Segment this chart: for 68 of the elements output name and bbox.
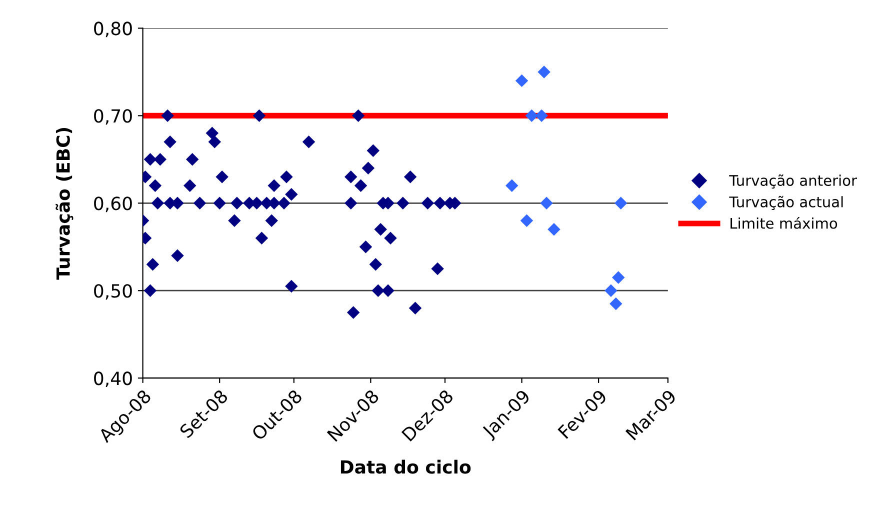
point — [154, 153, 167, 166]
point — [372, 284, 384, 297]
point — [171, 249, 184, 262]
point — [268, 179, 280, 192]
y-tick-label: 0,60 — [94, 196, 132, 212]
point — [538, 66, 550, 78]
point — [431, 262, 444, 276]
point — [421, 196, 434, 210]
y-tick-label: 0,70 — [94, 109, 132, 125]
point — [228, 214, 241, 228]
point — [548, 223, 560, 236]
point — [344, 196, 358, 210]
point — [144, 153, 157, 166]
point — [540, 196, 553, 210]
point — [384, 232, 397, 244]
point — [610, 297, 622, 310]
point — [525, 109, 538, 122]
point — [216, 170, 228, 184]
x-axis-title: Data do ciclo — [340, 460, 471, 474]
point — [252, 109, 266, 122]
point — [408, 302, 422, 314]
point — [164, 136, 176, 148]
point — [206, 126, 219, 140]
point — [359, 240, 372, 254]
point — [344, 170, 358, 184]
point — [535, 109, 548, 122]
y-tick-label: 0,50 — [94, 284, 132, 300]
point — [302, 136, 316, 148]
point — [374, 223, 387, 236]
point — [396, 196, 410, 210]
point — [285, 280, 298, 293]
y-axis-title: Turvação (EBC) — [56, 128, 74, 280]
point — [146, 258, 160, 271]
point — [382, 284, 394, 297]
point — [208, 136, 221, 148]
point — [151, 196, 164, 210]
point — [186, 153, 199, 166]
point — [255, 232, 268, 244]
point — [520, 214, 534, 228]
point — [213, 196, 226, 210]
point — [184, 179, 196, 192]
point — [346, 306, 360, 319]
point — [285, 188, 298, 201]
point — [144, 284, 157, 297]
point — [280, 170, 293, 184]
y-tick-label: 0,80 — [94, 22, 132, 38]
point — [434, 196, 446, 210]
legend-label: Turvação anterior — [729, 174, 858, 189]
legend-label: Turvação actual — [729, 196, 843, 210]
point — [161, 109, 174, 122]
point — [230, 196, 244, 210]
point — [148, 179, 162, 192]
point — [604, 284, 618, 297]
point — [354, 179, 368, 192]
point — [265, 214, 278, 228]
point — [369, 258, 382, 271]
point — [612, 271, 625, 284]
legend-label: Limite máximo — [730, 216, 838, 229]
point — [404, 170, 417, 184]
point — [193, 196, 206, 210]
point — [362, 162, 375, 175]
point — [278, 196, 290, 210]
point — [506, 179, 518, 192]
point — [515, 74, 528, 88]
point — [366, 144, 380, 158]
point — [352, 109, 365, 122]
point — [614, 196, 628, 210]
y-tick-label: 0,40 — [94, 372, 132, 388]
